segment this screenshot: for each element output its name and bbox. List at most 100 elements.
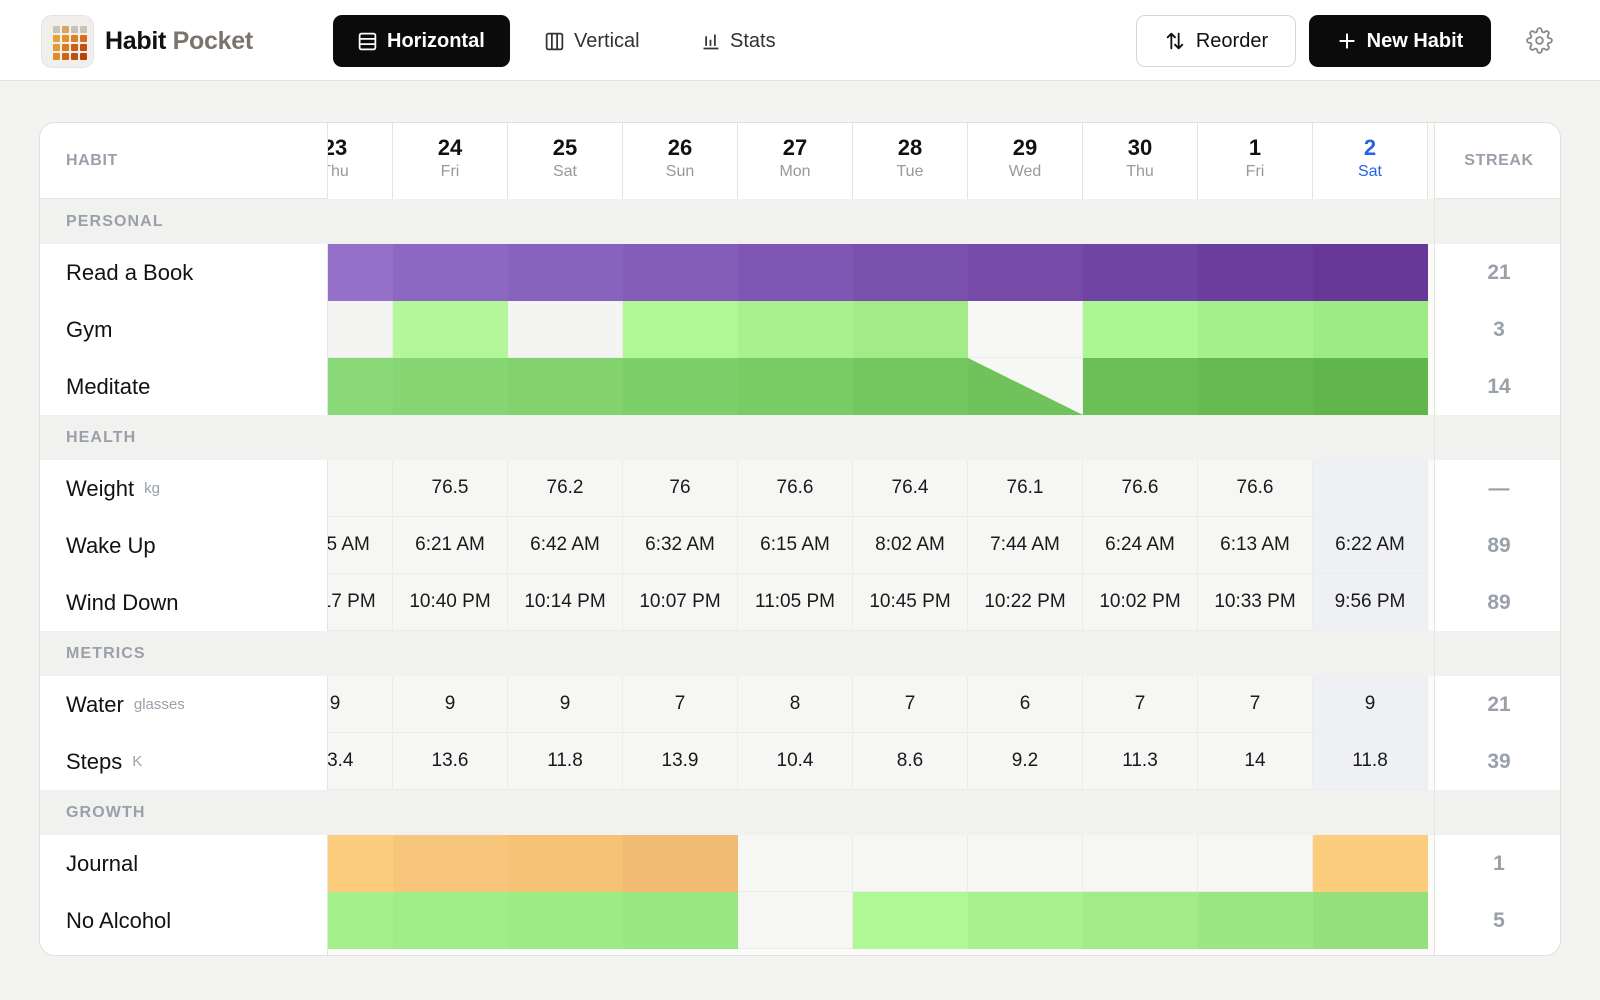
value-cell[interactable]: 10:33 PM bbox=[1198, 574, 1313, 631]
value-cell[interactable]: 10:14 PM bbox=[508, 574, 623, 631]
habit-cell[interactable] bbox=[508, 892, 623, 949]
day-header-29[interactable]: 29 Wed bbox=[968, 123, 1083, 199]
value-cell[interactable]: 10:40 PM bbox=[393, 574, 508, 631]
value-cell[interactable]: 6:24 AM bbox=[1083, 517, 1198, 574]
value-cell[interactable]: 6 bbox=[968, 676, 1083, 733]
habit-cell[interactable] bbox=[1198, 892, 1313, 949]
habit-cell[interactable] bbox=[853, 835, 968, 892]
value-cell[interactable]: 9 bbox=[393, 676, 508, 733]
habit-cell[interactable] bbox=[393, 358, 508, 415]
habit-row-journal[interactable]: Journal bbox=[40, 835, 138, 892]
habit-cell[interactable] bbox=[393, 892, 508, 949]
day-header-1[interactable]: 1 Fri bbox=[1198, 123, 1313, 199]
habit-cell[interactable] bbox=[1198, 835, 1313, 892]
value-cell[interactable]: 9 bbox=[1313, 676, 1428, 733]
reorder-button[interactable]: Reorder bbox=[1136, 15, 1296, 67]
habit-cell[interactable] bbox=[1198, 358, 1313, 415]
value-cell[interactable]: 11.8 bbox=[508, 733, 623, 790]
habit-cell[interactable] bbox=[1313, 835, 1428, 892]
value-cell[interactable]: 13.6 bbox=[393, 733, 508, 790]
value-cell[interactable]: 13.4 bbox=[327, 733, 393, 790]
habit-cell[interactable] bbox=[1083, 301, 1198, 358]
habit-cell[interactable] bbox=[738, 244, 853, 301]
day-header-26[interactable]: 26 Sun bbox=[623, 123, 738, 199]
value-cell[interactable]: 6:13 AM bbox=[1198, 517, 1313, 574]
value-cell[interactable]: 76.1 bbox=[968, 460, 1083, 517]
value-cell[interactable]: 10.4 bbox=[738, 733, 853, 790]
day-header-25[interactable]: 25 Sat bbox=[508, 123, 623, 199]
value-cell[interactable]: 8:02 AM bbox=[853, 517, 968, 574]
habit-row-wake-up[interactable]: Wake Up bbox=[40, 517, 156, 574]
value-cell[interactable]: 7 bbox=[1083, 676, 1198, 733]
value-cell[interactable]: 8.6 bbox=[853, 733, 968, 790]
value-cell[interactable]: 7 bbox=[853, 676, 968, 733]
habit-cell[interactable] bbox=[853, 892, 968, 949]
habit-cell[interactable] bbox=[623, 244, 738, 301]
habit-row-wind-down[interactable]: Wind Down bbox=[40, 574, 178, 631]
habit-cell[interactable] bbox=[738, 892, 853, 949]
value-cell[interactable]: 76.5 bbox=[393, 460, 508, 517]
habit-cell[interactable] bbox=[968, 358, 1083, 415]
value-cell[interactable]: 7 bbox=[623, 676, 738, 733]
value-cell[interactable]: 76.4 bbox=[853, 460, 968, 517]
new-habit-button[interactable]: New Habit bbox=[1309, 15, 1491, 67]
habit-cell[interactable] bbox=[968, 244, 1083, 301]
day-header-27[interactable]: 27 Mon bbox=[738, 123, 853, 199]
habit-cell[interactable] bbox=[623, 301, 738, 358]
habit-row-steps[interactable]: Steps K bbox=[40, 733, 142, 790]
tab-vertical[interactable]: Vertical bbox=[520, 15, 664, 67]
habit-cell[interactable] bbox=[327, 301, 393, 358]
habit-cell[interactable] bbox=[623, 892, 738, 949]
value-cell[interactable]: 7 bbox=[1198, 676, 1313, 733]
value-cell[interactable]: 76.6 bbox=[738, 460, 853, 517]
habit-row-read-a-book[interactable]: Read a Book bbox=[40, 244, 193, 301]
value-cell[interactable]: 76 bbox=[623, 460, 738, 517]
habit-cell[interactable] bbox=[738, 358, 853, 415]
value-cell[interactable]: 6:15 AM bbox=[738, 517, 853, 574]
value-cell[interactable]: 9.2 bbox=[968, 733, 1083, 790]
value-cell[interactable]: 10:45 PM bbox=[853, 574, 968, 631]
value-cell[interactable]: 6:21 AM bbox=[393, 517, 508, 574]
habit-cell[interactable] bbox=[508, 835, 623, 892]
habit-cell[interactable] bbox=[327, 835, 393, 892]
value-cell[interactable]: 11:05 PM bbox=[738, 574, 853, 631]
tab-stats[interactable]: Stats bbox=[676, 15, 800, 67]
habit-cell[interactable] bbox=[327, 358, 393, 415]
value-cell[interactable]: 7:44 AM bbox=[968, 517, 1083, 574]
habit-cell[interactable] bbox=[968, 835, 1083, 892]
value-cell[interactable]: 10:07 PM bbox=[623, 574, 738, 631]
value-cell[interactable]: 10:22 PM bbox=[968, 574, 1083, 631]
day-header-24[interactable]: 24 Fri bbox=[393, 123, 508, 199]
value-cell[interactable]: 6:32 AM bbox=[623, 517, 738, 574]
value-cell[interactable]: 9 bbox=[508, 676, 623, 733]
value-cell[interactable]: 13.9 bbox=[623, 733, 738, 790]
habit-cell[interactable] bbox=[508, 358, 623, 415]
habit-cell[interactable] bbox=[393, 244, 508, 301]
habit-cell[interactable] bbox=[327, 244, 393, 301]
habit-cell[interactable] bbox=[508, 301, 623, 358]
habit-cell[interactable] bbox=[623, 835, 738, 892]
habit-cell[interactable] bbox=[327, 892, 393, 949]
value-cell[interactable]: 11.8 bbox=[1313, 733, 1428, 790]
tab-horizontal[interactable]: Horizontal bbox=[333, 15, 510, 67]
habit-cell[interactable] bbox=[853, 301, 968, 358]
day-header-30[interactable]: 30 Thu bbox=[1083, 123, 1198, 199]
value-cell[interactable]: 6:15 AM bbox=[327, 517, 393, 574]
value-cell[interactable]: 10:17 PM bbox=[327, 574, 393, 631]
value-cell[interactable] bbox=[1313, 460, 1428, 517]
habit-cell[interactable] bbox=[508, 244, 623, 301]
gear-icon[interactable] bbox=[1526, 27, 1553, 54]
value-cell[interactable]: 76.6 bbox=[1198, 460, 1313, 517]
habit-cell[interactable] bbox=[1083, 244, 1198, 301]
habit-cell[interactable] bbox=[1313, 244, 1428, 301]
value-cell[interactable]: 76.2 bbox=[508, 460, 623, 517]
habit-row-meditate[interactable]: Meditate bbox=[40, 358, 150, 415]
habit-cell[interactable] bbox=[1198, 301, 1313, 358]
habit-row-water[interactable]: Water glasses bbox=[40, 676, 185, 733]
habit-cell[interactable] bbox=[1313, 301, 1428, 358]
habit-cell[interactable] bbox=[1313, 892, 1428, 949]
habit-cell[interactable] bbox=[1083, 358, 1198, 415]
habit-cell[interactable] bbox=[738, 301, 853, 358]
habit-cell[interactable] bbox=[968, 301, 1083, 358]
day-header-23[interactable]: 23 Thu bbox=[327, 123, 393, 199]
